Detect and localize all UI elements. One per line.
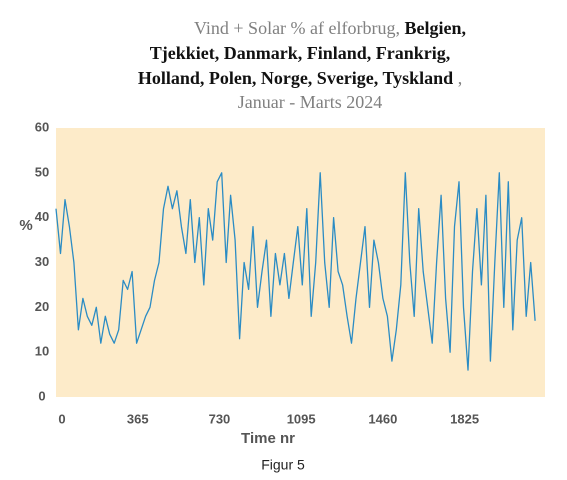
data-line [55,172,536,371]
y-tick-label: 50 [35,164,49,179]
title-line: Tjekkiet, Danmark, Finland, Frankrig, [150,43,451,63]
y-tick-label: 10 [35,344,49,359]
x-axis-label: Time nr [241,430,295,447]
x-tick-label: 730 [209,411,231,426]
y-axis-label: % [19,217,32,234]
title-line: Januar - Marts 2024 [238,92,382,112]
x-tick-label: 1825 [450,411,479,426]
title-segment: Tjekkiet, Danmark, Finland, Frankrig, [150,43,451,63]
title-segment: Vind + Solar % af elforbrug, [194,18,405,38]
y-tick-label: 30 [35,254,49,269]
title-segment: Holland, Polen, Norge, Sverige, Tyskland [138,68,453,88]
y-tick-label: 40 [35,209,49,224]
title-segment: Januar - Marts 2024 [238,92,382,112]
caption: Figur 5 [261,457,305,473]
title-line: Vind + Solar % af elforbrug, Belgien, [194,18,466,38]
title-line: Holland, Polen, Norge, Sverige, Tyskland… [138,68,462,88]
x-tick-label: 0 [58,411,65,426]
x-tick-label: 1460 [368,411,397,426]
title-segment: Belgien, [405,18,467,38]
chart-title: Vind + Solar % af elforbrug, Belgien, Tje… [138,18,466,112]
y-tick-label: 20 [35,299,49,314]
title-segment: , [453,68,462,88]
y-tick-label: 60 [35,119,49,134]
x-tick-label: 1095 [287,411,316,426]
x-tick-label: 365 [127,411,149,426]
y-tick-label: 0 [38,388,45,403]
